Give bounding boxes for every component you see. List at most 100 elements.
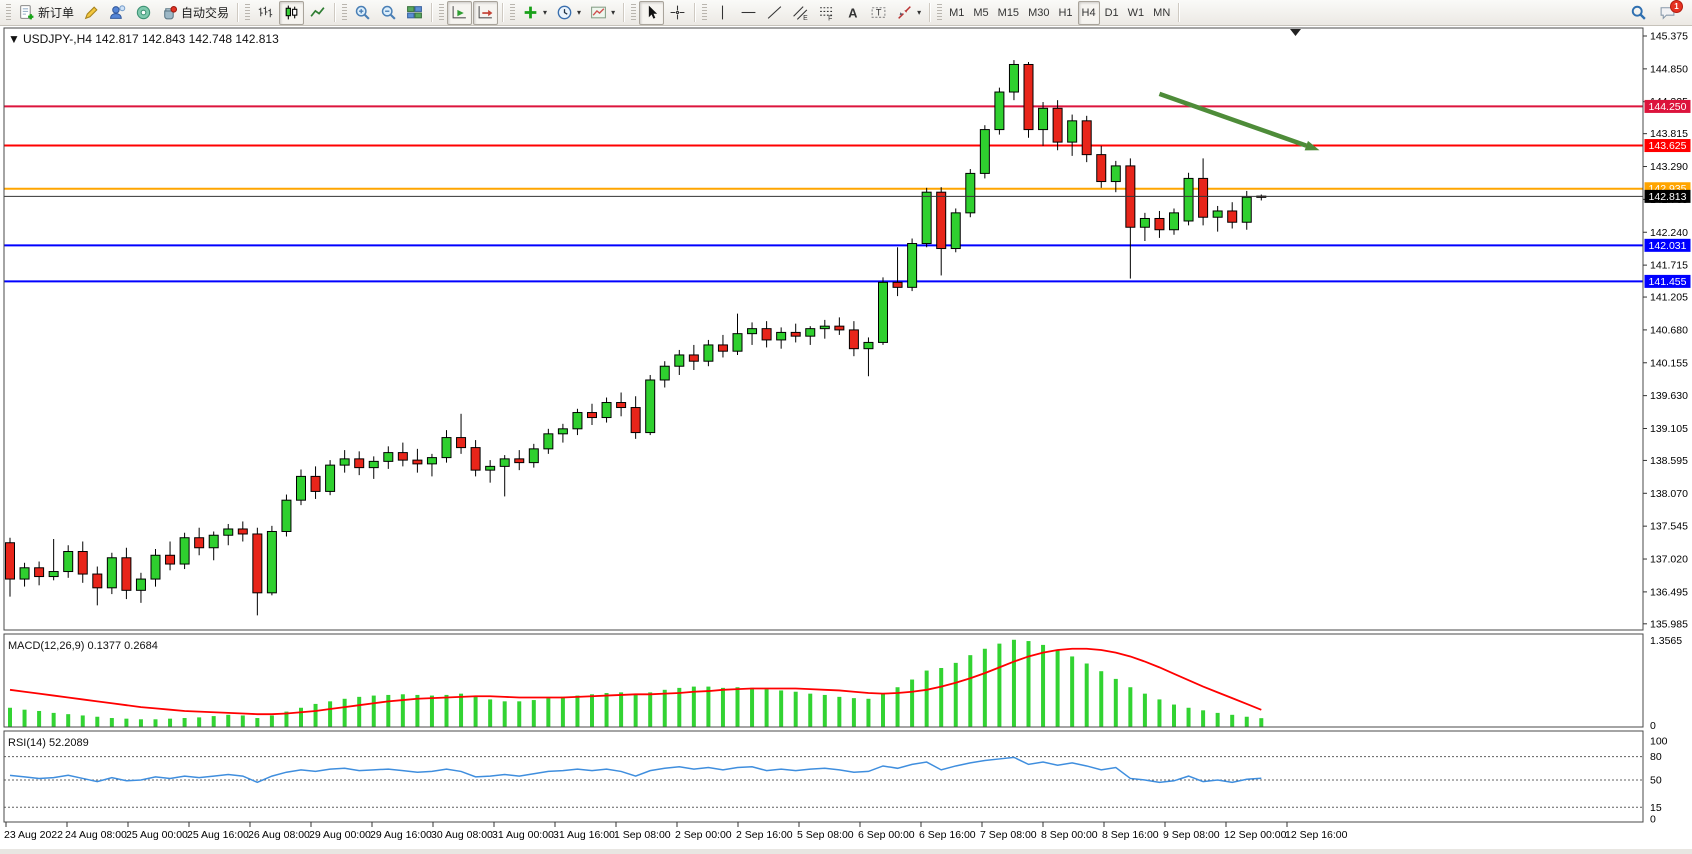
timeframe-m1[interactable]: M1: [945, 1, 968, 25]
macd-bar: [939, 667, 944, 727]
candle-bull: [179, 537, 190, 565]
styler-button[interactable]: [79, 1, 104, 25]
auto-scroll-button[interactable]: [447, 0, 473, 25]
macd-bar: [895, 687, 900, 727]
candle-bull: [747, 328, 758, 335]
timeframe-m30[interactable]: M30: [1024, 1, 1053, 25]
price-tick-label: 141.205: [1650, 292, 1688, 304]
price-tick-label: 135.985: [1650, 618, 1688, 630]
macd-bar: [299, 707, 303, 727]
trend-arrow-head[interactable]: [1304, 140, 1320, 151]
bar-chart-button[interactable]: [253, 1, 278, 25]
macd-bar: [1055, 650, 1060, 727]
chart-shift-marker[interactable]: [1290, 29, 1301, 36]
candle-bull: [150, 554, 161, 580]
level-price-label: 142.031: [1644, 238, 1691, 252]
level-price-label-text: 142.031: [1649, 240, 1687, 252]
community-button[interactable]: [105, 1, 130, 25]
candle-bull: [48, 571, 59, 578]
vertical-line-button[interactable]: [710, 1, 735, 25]
equidistant-channel-button[interactable]: E: [788, 1, 813, 25]
macd-bar: [851, 698, 856, 727]
time-axis: 23 Aug 2022 24 Aug 08:00 25 Aug 00:00 25 Au…: [4, 822, 1348, 841]
new-order-button[interactable]: 新订单: [14, 1, 78, 25]
macd-bar: [546, 698, 551, 727]
toolbar: 新订单 自动交易 ▾ ▾ ▾ E F A T ▾ M1 M5 M15 M30 H1 H4 D1 W1 MN 1: [0, 0, 1692, 26]
trend-arrow-annotation[interactable]: [1158, 91, 1320, 151]
toolbar-separator: [694, 3, 697, 22]
candle-bull: [383, 452, 394, 462]
cursor-button[interactable]: [639, 0, 665, 25]
tile-windows-button[interactable]: [402, 1, 427, 25]
timeframe-mn[interactable]: MN: [1149, 1, 1174, 25]
macd-bar: [371, 695, 376, 727]
line-chart-button[interactable]: [305, 1, 330, 25]
macd-bar: [240, 715, 245, 727]
toolbar-drag-handle[interactable]: [6, 3, 11, 22]
svg-text:E: E: [803, 15, 808, 21]
macd-bar: [226, 714, 231, 727]
candle-bull: [994, 91, 1005, 131]
timeframe-m15[interactable]: M15: [994, 1, 1023, 25]
candle-bull: [601, 402, 612, 419]
candle-bull: [950, 212, 961, 250]
crosshair-button[interactable]: [665, 1, 690, 25]
time-tick-label: 24 Aug 08:00: [65, 829, 127, 841]
toolbar-drag-handle[interactable]: [245, 3, 251, 22]
timeframe-d1[interactable]: D1: [1101, 1, 1123, 25]
candlestick-chart-button[interactable]: [279, 0, 305, 25]
search-button[interactable]: [1626, 1, 1651, 25]
horizontal-line-button[interactable]: [736, 1, 761, 25]
macd-bar: [997, 643, 1002, 727]
time-tick-label: 12 Sep 16:00: [1285, 829, 1348, 841]
candle-bull: [776, 331, 787, 341]
candle-bull: [1008, 63, 1019, 93]
time-tick-label: 9 Sep 08:00: [1163, 829, 1220, 841]
candle-bull: [135, 578, 146, 591]
zoom-in-button[interactable]: [350, 1, 375, 25]
macd-bar: [648, 692, 653, 727]
chart-collapse-arrow[interactable]: ▼: [8, 32, 20, 46]
autotrading-button[interactable]: 自动交易: [157, 1, 233, 25]
toolbar-drag-handle[interactable]: [631, 3, 637, 22]
templates-button[interactable]: ▾: [586, 1, 619, 25]
candle-bear: [834, 325, 845, 331]
timeframe-h1[interactable]: H1: [1054, 1, 1076, 25]
fibonacci-button[interactable]: F: [814, 1, 839, 25]
text-label-button[interactable]: T: [866, 1, 891, 25]
time-tick-label: 29 Aug 16:00: [370, 829, 432, 841]
trendline-button[interactable]: [762, 1, 787, 25]
zoom-out-icon: [380, 4, 397, 21]
timeframe-h4[interactable]: H4: [1077, 0, 1100, 25]
macd-bar: [1084, 663, 1089, 727]
timeframe-w1[interactable]: W1: [1124, 1, 1149, 25]
macd-bar: [80, 715, 85, 727]
timeframe-m5[interactable]: M5: [969, 1, 992, 25]
candle-bull: [805, 328, 816, 337]
periods-button[interactable]: ▾: [552, 1, 585, 25]
toolbar-drag-handle[interactable]: [342, 3, 348, 22]
signals-button[interactable]: [131, 1, 156, 25]
new-order-icon: [18, 4, 35, 21]
zoom-out-button[interactable]: [376, 1, 401, 25]
toolbar-drag-handle[interactable]: [439, 3, 445, 22]
indicators-list-button[interactable]: ▾: [518, 1, 551, 25]
candle-bear: [77, 551, 88, 575]
candle-bull: [543, 433, 554, 450]
trend-arrow-shaft[interactable]: [1158, 91, 1308, 148]
macd-max-label: 1.3565: [1650, 635, 1682, 647]
time-tick-label: 25 Aug 16:00: [187, 829, 249, 841]
toolbar-drag-handle[interactable]: [702, 3, 708, 22]
arrows-button[interactable]: ▾: [892, 1, 925, 25]
notifications-button[interactable]: 1: [1655, 0, 1683, 25]
text-button[interactable]: A: [840, 1, 865, 25]
chart-canvas[interactable]: 145.375144.850144.325143.815143.290142.7…: [0, 26, 1692, 849]
timeframe-m1-label: M1: [949, 6, 965, 19]
candle-bull: [1110, 165, 1121, 183]
chart-shift-button[interactable]: [473, 0, 499, 25]
toolbar-drag-handle[interactable]: [937, 3, 943, 22]
candle-bear: [397, 452, 408, 461]
toolbar-drag-handle[interactable]: [510, 3, 516, 22]
candle-bear: [848, 329, 859, 350]
candle-bull: [325, 464, 336, 492]
